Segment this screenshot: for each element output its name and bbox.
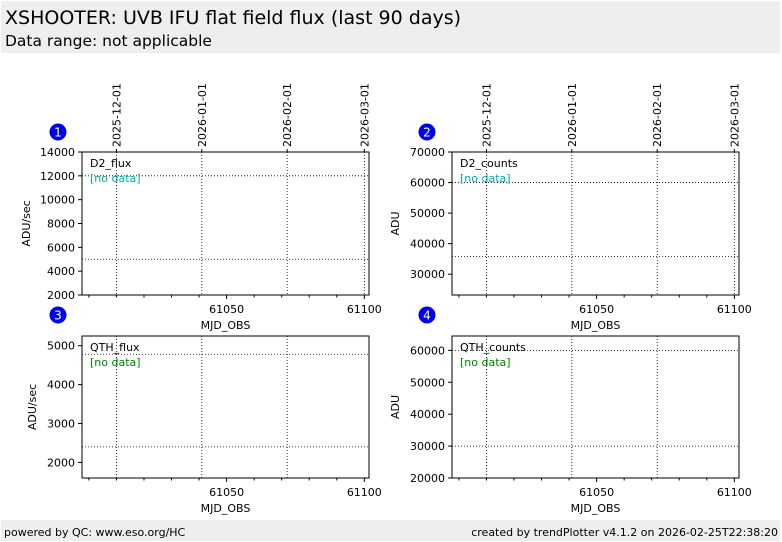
no-data-note: [no data] (460, 356, 511, 369)
y-tick-label: 30000 (410, 440, 445, 453)
y-tick-label: 60000 (410, 177, 445, 190)
page-subtitle: Data range: not applicable (5, 32, 212, 50)
panel-badge: 1 (49, 123, 67, 141)
footer-created-by: created by trendPlotter v4.1.2 on 2026-0… (471, 526, 778, 539)
badge-circle (418, 123, 436, 141)
y-tick-label: 2000 (47, 289, 75, 302)
top-date-label: 2025-12-01 (480, 83, 493, 147)
y-tick-label: 5000 (47, 340, 75, 353)
top-date-label: 2026-03-01 (358, 83, 371, 147)
x-tick-label: 61100 (347, 303, 382, 316)
badge-number: 2 (423, 126, 431, 140)
x-axis-label: MJD_OBS (201, 319, 251, 332)
series-legend-label: QTH_counts (460, 341, 526, 354)
footer-powered-by: powered by QC: www.eso.org/HC (4, 526, 186, 539)
header-bar: XSHOOTER: UVB IFU flat field flux (last … (1, 1, 780, 53)
y-tick-label: 10000 (40, 194, 75, 207)
page-title: XSHOOTER: UVB IFU flat field flux (last … (5, 7, 462, 29)
x-axis-label: MJD_OBS (571, 502, 621, 515)
x-tick-label: 61050 (209, 486, 244, 499)
top-date-label: 2026-02-01 (281, 83, 294, 147)
x-tick-label: 61100 (717, 486, 752, 499)
y-tick-label: 4000 (47, 379, 75, 392)
badge-number: 4 (423, 309, 431, 323)
badge-circle (418, 306, 436, 324)
y-tick-label: 50000 (410, 376, 445, 389)
x-tick-label: 61050 (579, 486, 614, 499)
badge-circle (49, 306, 67, 324)
no-data-note: [no data] (460, 172, 511, 185)
panel-badge: 3 (49, 306, 67, 324)
badge-circle (49, 123, 67, 141)
top-date-label: 2026-01-01 (196, 83, 209, 147)
y-tick-label: 50000 (410, 207, 445, 220)
no-data-note: [no data] (90, 172, 141, 185)
x-axis-label: MJD_OBS (571, 319, 621, 332)
plot-frame (81, 335, 370, 479)
y-tick-label: 60000 (410, 344, 445, 357)
x-axis-label: MJD_OBS (201, 502, 251, 515)
x-tick-label: 61050 (579, 303, 614, 316)
chart-panel-4: 4 20000 30000 40000 50000 60000 61050 61100 MJD_… (389, 306, 752, 515)
badge-number: 3 (54, 309, 62, 323)
chart-panel-2: 2 30000 40000 50000 60000 70000 61050 61100 2025… (389, 83, 752, 332)
plot-frame (451, 151, 740, 296)
y-tick-label: 12000 (40, 170, 75, 183)
top-date-label: 2026-03-01 (728, 83, 741, 147)
series-legend-label: QTH_flux (90, 341, 140, 354)
x-tick-label: 61050 (209, 303, 244, 316)
y-tick-label: 3000 (47, 418, 75, 431)
footer-bar: powered by QC: www.eso.org/HC created by… (1, 520, 780, 541)
y-tick-label: 70000 (410, 146, 445, 159)
panel-badge: 4 (418, 306, 436, 324)
top-date-label: 2025-12-01 (110, 83, 123, 147)
panel-badge: 2 (418, 123, 436, 141)
y-tick-label: 14000 (40, 146, 75, 159)
series-legend-label: D2_counts (460, 157, 518, 170)
plot-frame (451, 335, 740, 479)
series-legend-label: D2_flux (90, 157, 132, 170)
y-axis-label: ADU/sec (26, 384, 39, 430)
no-data-note: [no data] (90, 356, 141, 369)
y-tick-label: 30000 (410, 268, 445, 281)
y-tick-label: 40000 (410, 408, 445, 421)
top-date-label: 2026-01-01 (566, 83, 579, 147)
x-tick-label: 61100 (347, 486, 382, 499)
x-tick-label: 61100 (717, 303, 752, 316)
y-axis-label: ADU (389, 211, 402, 235)
top-date-label: 2026-02-01 (651, 83, 664, 147)
y-tick-label: 40000 (410, 238, 445, 251)
y-tick-label: 2000 (47, 456, 75, 469)
y-tick-label: 8000 (47, 218, 75, 231)
y-axis-label: ADU (389, 395, 402, 419)
y-tick-label: 20000 (410, 472, 445, 485)
y-tick-label: 6000 (47, 241, 75, 254)
badge-number: 1 (54, 126, 62, 140)
y-axis-label: ADU/sec (20, 200, 33, 246)
chart-panel-3: 3 2000 3000 4000 5000 61050 61100 MJD_OBS ADU/se… (26, 306, 382, 515)
y-tick-label: 4000 (47, 265, 75, 278)
